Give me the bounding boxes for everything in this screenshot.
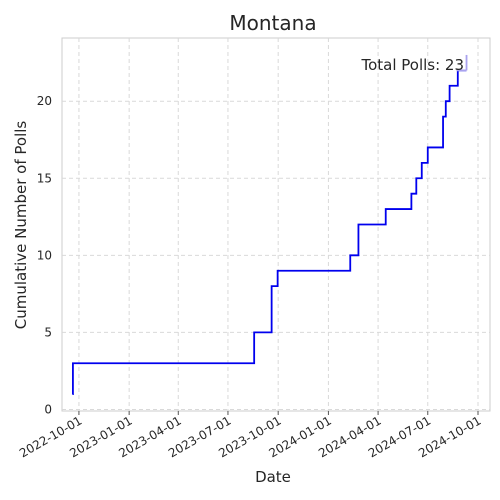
x-tick-labels: 2022-10-012023-01-012023-04-012023-07-01… (17, 413, 483, 460)
y-axis-title: Cumulative Number of Polls (12, 121, 30, 330)
plot-area (61, 37, 491, 412)
y-tick-label: 0 (44, 402, 52, 416)
total-polls-annotation: Total Polls: 23 (360, 56, 464, 74)
series-line (72, 69, 467, 395)
y-tick-label: 20 (37, 94, 52, 108)
x-axis-title: Date (255, 468, 291, 486)
series-group (72, 54, 468, 395)
grid (62, 38, 490, 415)
y-tick-label: 10 (37, 248, 52, 262)
chart-title: Montana (229, 11, 316, 35)
y-tick-labels: 0 5 10 15 20 (37, 94, 52, 416)
y-tick-label: 15 (37, 171, 52, 185)
y-tick-label: 5 (44, 325, 52, 339)
